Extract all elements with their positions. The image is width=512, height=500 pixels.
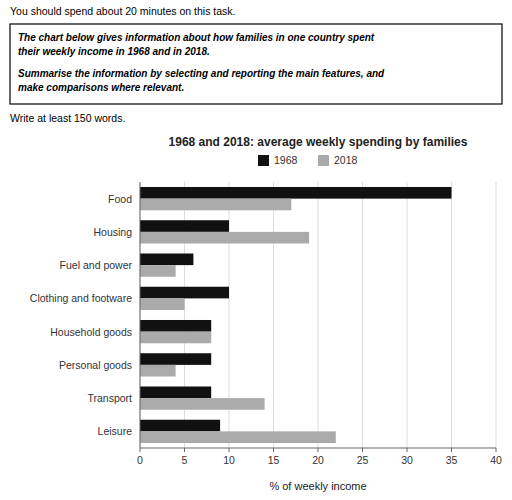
tick-label: 0 — [137, 454, 143, 466]
grid — [140, 182, 496, 448]
bar — [140, 431, 336, 443]
tick-label: 5 — [182, 454, 188, 466]
grid-line — [362, 182, 363, 448]
tick-mark — [140, 448, 141, 452]
bar — [140, 298, 185, 310]
task-text: The chart below gives information about … — [18, 32, 375, 57]
chart-svg: You should spend about 20 minutes on thi… — [0, 0, 512, 500]
bar — [140, 199, 291, 211]
text-line: You should spend about 20 minutes on thi… — [10, 5, 236, 17]
tick-mark — [362, 448, 363, 452]
y-axis: Food Housing Fuel and power Clothing and fo… — [30, 193, 133, 438]
text-line: their weekly income in 1968 and in 2018. — [18, 46, 210, 57]
legend-swatch — [318, 155, 329, 166]
category-label: Fuel and power — [60, 259, 133, 271]
grid-line — [273, 182, 274, 448]
category-label: Housing — [93, 226, 132, 238]
tick-mark — [496, 448, 497, 452]
bar — [140, 187, 452, 199]
bar — [140, 265, 176, 277]
text-line: Summarise the information by selecting a… — [18, 68, 385, 79]
bar — [140, 353, 211, 365]
legend-swatch — [258, 155, 269, 166]
tick-mark — [318, 448, 319, 452]
bars — [140, 187, 452, 443]
tick-label: 10 — [223, 454, 235, 466]
bar — [140, 386, 211, 398]
chart-title: 1968 and 2018: average weekly spending b… — [169, 135, 468, 149]
legend-label: 2018 — [334, 154, 358, 166]
legend-label: 1968 — [274, 154, 298, 166]
tick-label: 35 — [446, 454, 458, 466]
bar — [140, 420, 220, 432]
y-axis-line — [140, 182, 141, 448]
grid-line — [407, 182, 408, 448]
grid-line — [318, 182, 319, 448]
bar — [140, 332, 211, 344]
tick-label: 25 — [357, 454, 369, 466]
x-axis: 0 5 10 15 20 25 30 35 40 — [137, 448, 502, 466]
category-label: Leisure — [98, 425, 133, 437]
text-line: make comparisons where relevant. — [18, 82, 184, 93]
tick-mark — [451, 448, 452, 452]
text-line: Write at least 150 words. — [10, 112, 125, 124]
task-box — [10, 24, 502, 104]
tick-mark — [184, 448, 185, 452]
bar — [140, 287, 229, 299]
tick-label: 15 — [268, 454, 280, 466]
grid-line — [451, 182, 452, 448]
text-line: The chart below gives information about … — [18, 32, 375, 43]
category-label: Clothing and footware — [30, 292, 132, 304]
category-label: Personal goods — [59, 359, 132, 371]
category-label: Household goods — [50, 326, 132, 338]
tick-mark — [407, 448, 408, 452]
x-axis-label: % of weekly income — [269, 480, 366, 492]
bar — [140, 220, 229, 232]
tick-label: 40 — [490, 454, 502, 466]
tick-mark — [229, 448, 230, 452]
grid-line — [496, 182, 497, 448]
bar — [140, 232, 309, 244]
background — [0, 0, 512, 500]
grid-line — [140, 182, 141, 448]
bar — [140, 253, 193, 265]
category-label: Transport — [87, 392, 132, 404]
task-text: Summarise the information by selecting a… — [18, 68, 385, 93]
bar — [140, 320, 211, 332]
instruction-text: You should spend about 20 minutes on thi… — [10, 5, 236, 17]
tick-mark — [273, 448, 274, 452]
category-label: Food — [108, 193, 132, 205]
tick-label: 30 — [401, 454, 413, 466]
x-axis-line — [140, 448, 496, 449]
instruction-text: Write at least 150 words. — [10, 112, 125, 124]
bar — [140, 398, 265, 410]
tick-label: 20 — [312, 454, 324, 466]
bar — [140, 365, 176, 377]
legend: 1968 2018 — [258, 154, 358, 166]
